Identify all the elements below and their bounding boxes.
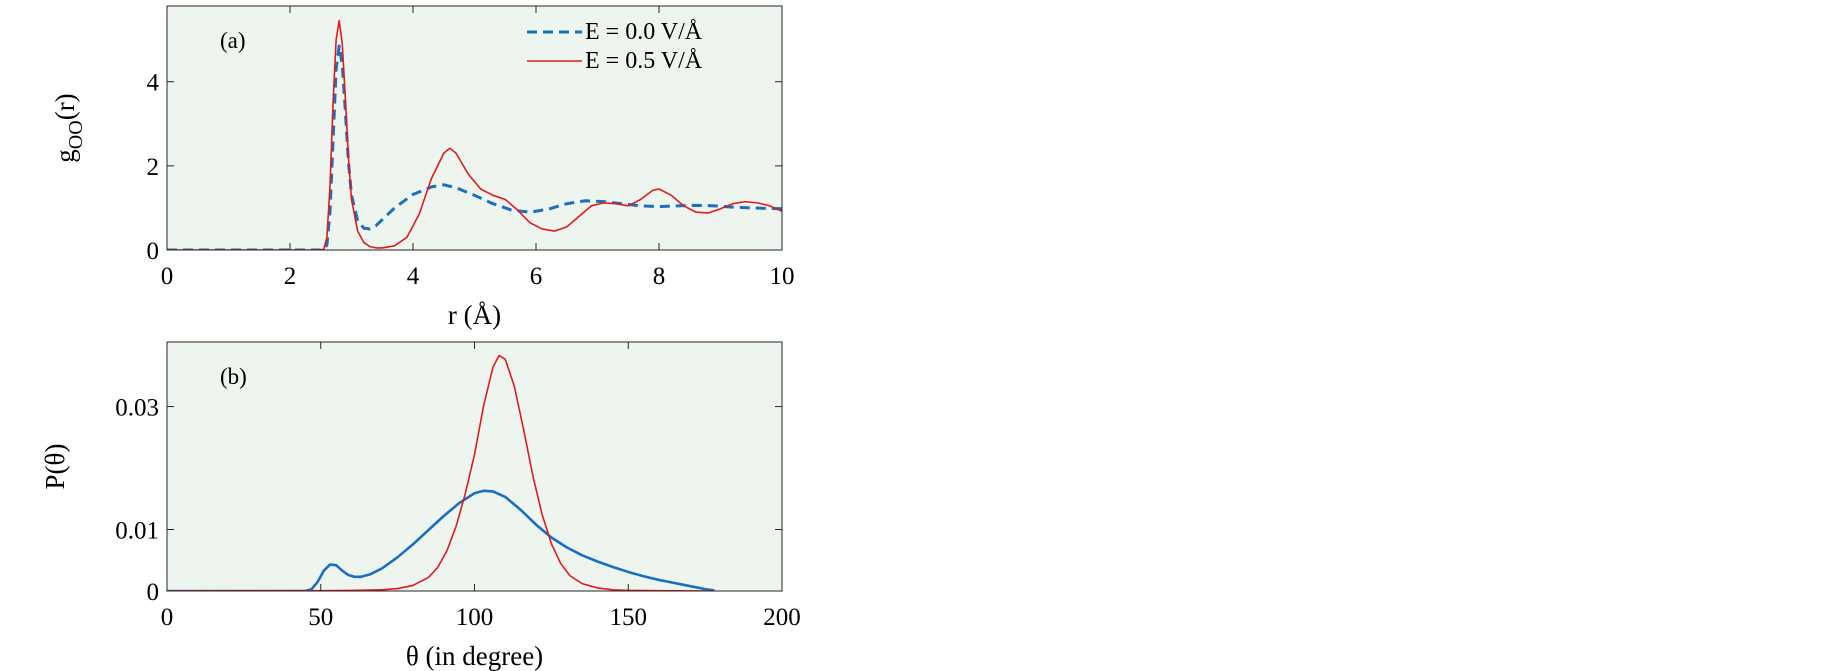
series-line-1	[167, 44, 782, 250]
x-tick-label: 200	[763, 604, 801, 631]
axes-frame	[166, 5, 783, 251]
y-axis-label-subscript: OO	[65, 120, 87, 149]
plot-area	[167, 342, 782, 591]
chart-panel-b: 0 50 100 150 200 0 0.01 0.03 (b) θ (in degree) P(θ…	[40, 341, 801, 671]
y-tick-label: 4	[147, 70, 160, 97]
x-tick-label: 2	[284, 263, 297, 290]
x-axis-label: θ (in degree)	[406, 641, 543, 671]
legend-entry: E = 0.0 V/Å	[585, 19, 703, 45]
x-tick-label: 0	[161, 604, 174, 631]
y-tick-label: 2	[147, 154, 160, 181]
y-tick-label: 0	[147, 238, 160, 265]
x-tick-label: 50	[308, 604, 333, 631]
x-tick-label: 8	[653, 263, 666, 290]
legend-entry: E = 0.5 V/Å	[585, 48, 703, 74]
y-axis-label-main: g	[50, 149, 80, 163]
panel-label: (b)	[220, 364, 247, 389]
plot-area	[167, 6, 782, 250]
series-line-1	[167, 489, 715, 591]
x-axis-label: r (Å)	[448, 300, 501, 330]
x-tick-label: 150	[610, 604, 648, 631]
y-axis-label-tail: (r)	[50, 93, 80, 120]
x-tick-label: 0	[161, 263, 174, 290]
y-tick-label: 0.03	[115, 395, 159, 422]
series-line-2	[167, 19, 782, 250]
x-tick-label: 4	[407, 263, 420, 290]
series-line-2	[167, 354, 715, 591]
y-tick-label: 0	[147, 579, 160, 606]
y-axis-label: gOO(r)	[50, 93, 87, 162]
x-tick-label: 10	[770, 263, 795, 290]
x-tick-label: 100	[456, 604, 494, 631]
panel-label: (a)	[220, 28, 246, 53]
x-tick-label: 6	[530, 263, 543, 290]
y-axis-label: P(θ)	[40, 444, 70, 490]
y-tick-label: 0.01	[115, 518, 159, 545]
legend: E = 0.0 V/Å E = 0.5 V/Å	[527, 19, 703, 74]
